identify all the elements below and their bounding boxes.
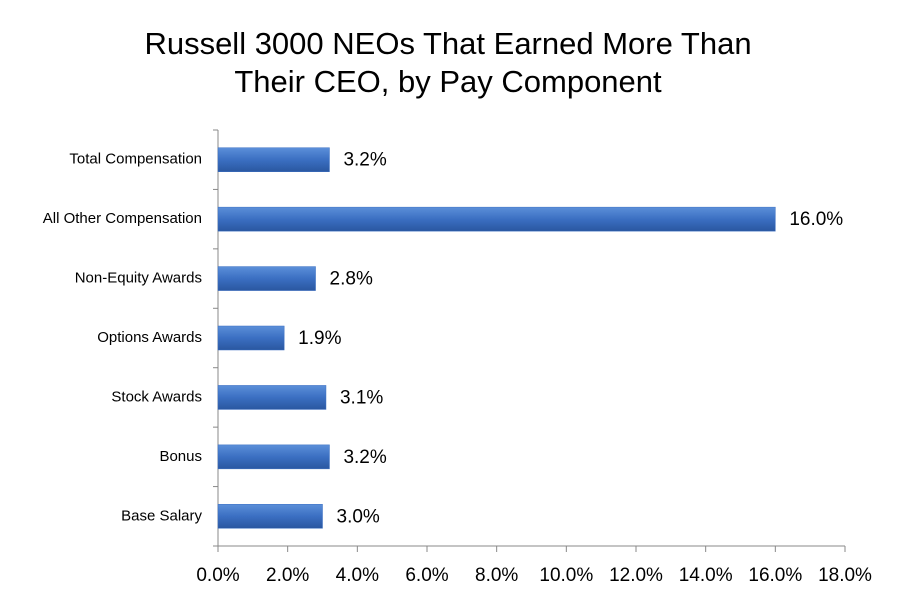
value-label: 1.9% <box>298 328 341 349</box>
x-tick-label: 2.0% <box>266 565 309 586</box>
x-tick-label: 16.0% <box>748 565 802 586</box>
chart-title: Their CEO, by Pay Component <box>234 64 662 99</box>
bar <box>217 206 776 232</box>
value-label: 3.1% <box>340 387 383 408</box>
chart-title: Russell 3000 NEOs That Earned More Than <box>144 26 751 61</box>
x-tick-label: 12.0% <box>609 565 663 586</box>
bar <box>217 385 327 410</box>
y-tick-label: Stock Awards <box>111 388 202 405</box>
y-tick-label: Bonus <box>159 448 202 465</box>
bar <box>217 147 330 172</box>
y-tick-label: Total Compensation <box>69 151 202 168</box>
bar <box>217 266 316 291</box>
x-tick-label: 4.0% <box>336 565 379 586</box>
value-label: 3.0% <box>337 506 380 527</box>
bar <box>217 444 330 470</box>
value-label: 3.2% <box>343 447 386 468</box>
x-tick-label: 0.0% <box>196 565 239 586</box>
y-tick-label: Non-Equity Awards <box>75 270 202 287</box>
x-tick-label: 10.0% <box>539 565 593 586</box>
x-tick-label: 18.0% <box>818 565 872 586</box>
value-label: 2.8% <box>330 269 373 290</box>
bar <box>217 325 285 351</box>
x-tick-label: 6.0% <box>405 565 448 586</box>
value-label: 16.0% <box>789 209 843 230</box>
y-tick-label: All Other Compensation <box>43 210 202 227</box>
x-tick-label: 14.0% <box>679 565 733 586</box>
x-tick-label: 8.0% <box>475 565 518 586</box>
y-tick-label: Options Awards <box>97 329 202 346</box>
value-label: 3.2% <box>343 150 386 171</box>
bar <box>217 504 323 529</box>
y-tick-label: Base Salary <box>121 507 202 524</box>
